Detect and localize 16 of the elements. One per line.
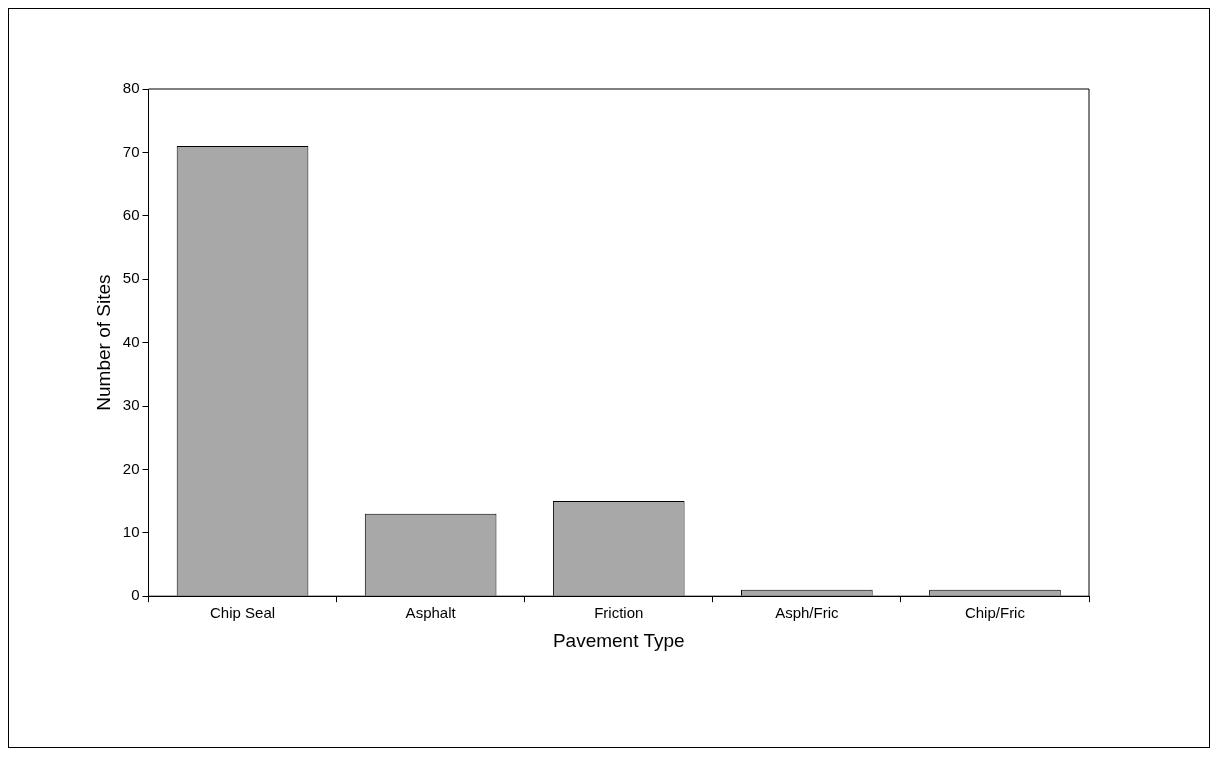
y-tick-label: 80 bbox=[122, 79, 140, 97]
y-tick-label: 20 bbox=[122, 459, 140, 477]
x-tick-label: Asphalt bbox=[405, 604, 457, 622]
x-tick-label: Asph/Fric bbox=[775, 604, 840, 622]
x-tick-label: Friction bbox=[594, 604, 644, 622]
y-tick-label: 40 bbox=[122, 332, 140, 350]
x-tick-label: Chip/Fric bbox=[964, 604, 1026, 622]
y-tick-label: 30 bbox=[122, 396, 140, 414]
y-tick-label: 10 bbox=[122, 522, 140, 540]
y-axis-title: Number of Sites bbox=[92, 274, 114, 411]
y-tick-label: 60 bbox=[122, 205, 140, 223]
x-axis-title: Pavement Type bbox=[552, 629, 685, 651]
y-tick-label: 0 bbox=[131, 586, 140, 604]
y-tick-label: 50 bbox=[122, 269, 140, 287]
x-tick-label: Chip Seal bbox=[210, 604, 276, 622]
y-tick-label: 70 bbox=[122, 142, 140, 160]
